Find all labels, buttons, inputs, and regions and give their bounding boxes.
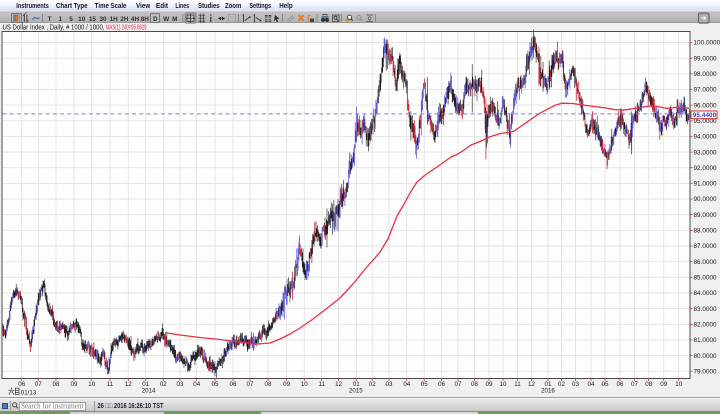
svg-text:04: 04	[403, 381, 410, 388]
svg-text:03: 03	[572, 381, 579, 388]
svg-text:5: 5	[69, 16, 73, 23]
svg-text:Time Scale: Time Scale	[95, 3, 127, 10]
svg-text:15: 15	[89, 16, 97, 23]
svg-text:03: 03	[386, 381, 393, 388]
svg-text:87.0000: 87.0000	[694, 243, 718, 250]
svg-text:26 □□ 2016 16:26:10 TST: 26 □□ 2016 16:26:10 TST	[98, 403, 165, 410]
svg-text:02: 02	[369, 381, 376, 388]
svg-text:Zoom: Zoom	[225, 3, 241, 10]
svg-text:12: 12	[335, 381, 342, 388]
svg-text:05: 05	[602, 381, 609, 388]
svg-text:100.0000: 100.0000	[694, 40, 720, 47]
svg-text:05: 05	[212, 381, 219, 388]
svg-text:09: 09	[283, 381, 290, 388]
svg-text:W: W	[163, 16, 170, 23]
svg-text:Lines: Lines	[175, 3, 189, 10]
svg-text:10: 10	[500, 381, 507, 388]
svg-text:04: 04	[588, 381, 595, 388]
svg-text:96.0000: 96.0000	[694, 102, 718, 109]
svg-text:01: 01	[545, 381, 552, 388]
svg-text:D: D	[153, 16, 158, 23]
svg-text:83.0000: 83.0000	[694, 306, 718, 313]
svg-text:01: 01	[142, 381, 149, 388]
svg-text:90.0000: 90.0000	[694, 196, 718, 203]
svg-text:91.0000: 91.0000	[694, 181, 718, 188]
svg-text:2014: 2014	[142, 388, 156, 395]
svg-text:08: 08	[471, 381, 478, 388]
svg-text:Chart Type: Chart Type	[56, 3, 88, 10]
svg-text:99.0000: 99.0000	[694, 55, 718, 62]
svg-text:04: 04	[193, 381, 200, 388]
svg-text:08: 08	[53, 381, 60, 388]
svg-text:07: 07	[631, 381, 638, 388]
svg-text:Edit: Edit	[156, 3, 169, 10]
svg-text:M: M	[172, 16, 177, 23]
svg-text:81.0000: 81.0000	[694, 337, 718, 344]
svg-text:06: 06	[438, 381, 445, 388]
svg-text:1H: 1H	[110, 16, 119, 23]
svg-text:Studies: Studies	[198, 3, 220, 10]
svg-text:09: 09	[660, 381, 667, 388]
svg-text:30: 30	[99, 16, 107, 23]
svg-text:06: 06	[18, 381, 25, 388]
svg-text:01: 01	[353, 381, 360, 388]
svg-text:View: View	[136, 3, 151, 10]
svg-text:93.0000: 93.0000	[694, 149, 718, 156]
svg-text:82.0000: 82.0000	[694, 322, 718, 329]
svg-text:2015: 2015	[349, 388, 363, 395]
svg-text:10: 10	[301, 381, 308, 388]
svg-text:09: 09	[71, 381, 78, 388]
svg-text:Settings: Settings	[249, 3, 271, 10]
svg-text:06: 06	[230, 381, 237, 388]
svg-text:03: 03	[177, 381, 184, 388]
svg-text:06: 06	[617, 381, 624, 388]
svg-text:86.0000: 86.0000	[694, 259, 718, 266]
svg-text:11: 11	[514, 381, 521, 388]
svg-text:08: 08	[265, 381, 272, 388]
svg-text:07: 07	[455, 381, 462, 388]
svg-text:MAS(1) 240=95.6629: MAS(1) 240=95.6629	[106, 24, 147, 31]
svg-text:89.0000: 89.0000	[694, 212, 718, 219]
svg-text:Search for instrument: Search for instrument	[21, 401, 84, 410]
svg-text:97.0000: 97.0000	[694, 87, 718, 94]
svg-text:94.0000: 94.0000	[694, 134, 718, 141]
svg-text:95.0000: 95.0000	[694, 118, 718, 125]
svg-text:4H: 4H	[131, 16, 140, 23]
svg-text:12: 12	[125, 381, 132, 388]
svg-text:79.0000: 79.0000	[694, 368, 718, 375]
svg-text:84.0000: 84.0000	[694, 290, 718, 297]
svg-text:07: 07	[247, 381, 254, 388]
svg-text:95.4400: 95.4400	[693, 112, 717, 119]
svg-text:US Dollar Index , Daily, # 100: US Dollar Index , Daily, # 1000 / 1000,	[3, 24, 105, 31]
svg-text:05: 05	[421, 381, 428, 388]
svg-text:09: 09	[486, 381, 493, 388]
svg-text:88.0000: 88.0000	[694, 228, 718, 235]
svg-text:02: 02	[160, 381, 167, 388]
svg-text:8H: 8H	[141, 16, 150, 23]
svg-text:10: 10	[78, 16, 86, 23]
svg-text:08: 08	[645, 381, 652, 388]
svg-text:10: 10	[88, 381, 95, 388]
svg-text:T: T	[48, 16, 52, 23]
svg-text:92.0000: 92.0000	[694, 165, 718, 172]
svg-text:01/13: 01/13	[21, 389, 37, 396]
svg-text:98.0000: 98.0000	[694, 71, 718, 78]
svg-text:80.0000: 80.0000	[694, 353, 718, 360]
svg-text:85.0000: 85.0000	[694, 275, 718, 282]
svg-text:Instruments: Instruments	[16, 3, 49, 10]
svg-text:07: 07	[35, 381, 42, 388]
svg-text:Help: Help	[279, 3, 293, 10]
svg-text:11: 11	[107, 381, 114, 388]
svg-text:10: 10	[675, 381, 682, 388]
svg-text:11: 11	[318, 381, 325, 388]
svg-text:02: 02	[558, 381, 565, 388]
svg-text:2H: 2H	[120, 16, 129, 23]
svg-text:1: 1	[59, 16, 63, 23]
svg-text:2016: 2016	[541, 388, 555, 395]
svg-text:12: 12	[528, 381, 535, 388]
